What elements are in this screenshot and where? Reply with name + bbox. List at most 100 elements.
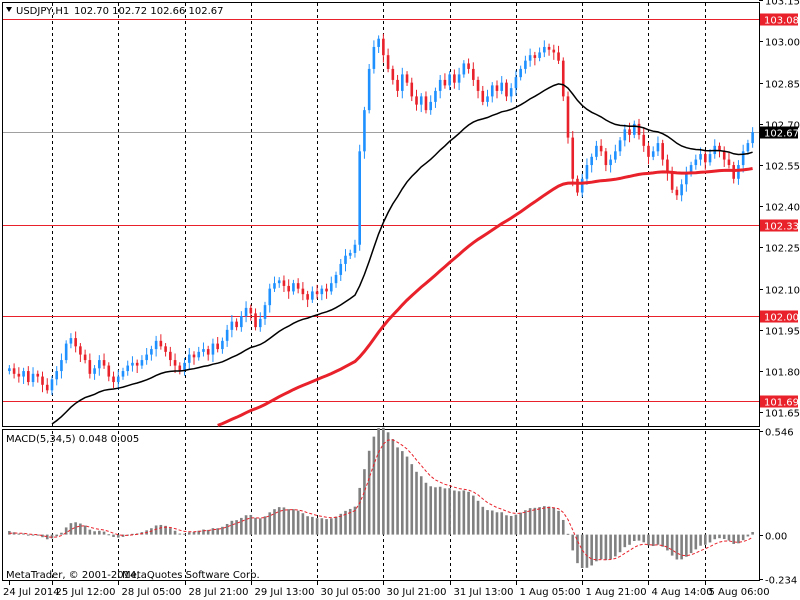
candle-body <box>372 46 376 69</box>
candle-body <box>656 143 660 152</box>
candle-body <box>618 140 622 152</box>
candle-body <box>344 255 347 264</box>
candle-body <box>358 151 361 245</box>
macd-bar <box>348 508 352 535</box>
macd-bar <box>685 534 688 557</box>
macd-bar <box>500 512 504 535</box>
y-tick-label: 101.80 <box>765 368 800 379</box>
candle-body <box>263 305 267 319</box>
candle-body <box>296 283 300 289</box>
macd-bar <box>609 534 612 560</box>
candle-body <box>173 360 177 366</box>
macd-bar <box>666 534 669 551</box>
candle-body <box>552 49 556 53</box>
macd-bar <box>211 528 215 535</box>
candle-body <box>543 46 546 53</box>
candle-body <box>88 360 92 374</box>
candle-body <box>45 384 49 391</box>
macd-bar <box>74 522 77 535</box>
candle-body <box>590 156 593 166</box>
candle-body <box>703 154 707 163</box>
macd-bar <box>495 512 499 535</box>
macd-bar <box>386 432 390 535</box>
candle-body <box>401 74 404 91</box>
candle-body <box>576 178 579 193</box>
macd-bar <box>661 534 664 547</box>
candle-body <box>490 85 494 97</box>
macd-bar <box>490 510 494 535</box>
macd-bar <box>159 524 163 535</box>
candle-body <box>55 371 59 380</box>
macd-bar <box>741 534 745 541</box>
candle-body <box>746 143 750 152</box>
macd-bar <box>694 534 698 550</box>
candle-body <box>187 354 191 363</box>
candle-body <box>311 291 314 300</box>
macd-bar <box>268 512 272 535</box>
current-price-label: 102.67 <box>764 129 799 140</box>
macd-bar <box>557 510 560 535</box>
candle-body <box>121 371 125 377</box>
dropdown-triangle-icon[interactable] <box>6 7 12 12</box>
macd-bar <box>566 533 570 535</box>
macd-bar <box>334 516 338 535</box>
macd-bar <box>543 506 546 535</box>
macd-bar <box>429 486 433 535</box>
x-tick-label: 4 Aug 14:00 <box>652 587 713 598</box>
candle-body <box>69 338 73 344</box>
candle-body <box>467 63 470 69</box>
candle-body <box>98 360 101 369</box>
macd-bar <box>367 450 371 535</box>
macd-bar <box>31 534 35 536</box>
macd-signal-line <box>9 439 753 561</box>
macd-bar <box>476 500 480 535</box>
y-tick-label: 102.85 <box>765 80 800 91</box>
candle-body <box>377 38 380 47</box>
macd-bar <box>315 518 319 535</box>
macd-bar <box>344 510 347 535</box>
macd-bar <box>533 507 537 535</box>
candle-body <box>741 151 745 166</box>
candle-body <box>17 373 21 377</box>
candle-body <box>524 60 527 69</box>
candle-body <box>694 159 698 166</box>
candle-body <box>670 173 674 190</box>
candle-body <box>244 307 248 317</box>
candle-body <box>476 79 480 91</box>
candle-body <box>216 343 219 350</box>
candle-body <box>277 280 281 284</box>
macd-bar <box>718 534 721 539</box>
candle-body <box>599 145 603 152</box>
macd-bar <box>88 529 92 535</box>
moving-average-fast <box>51 83 753 425</box>
macd-bar <box>396 447 399 535</box>
macd-bar <box>112 534 115 537</box>
candle-body <box>334 274 338 284</box>
price-level-label: 101.69 <box>764 398 799 409</box>
macd-bar <box>443 488 447 535</box>
candle-body <box>538 52 541 58</box>
macd-bar <box>642 534 646 543</box>
candle-body <box>325 288 328 292</box>
macd-bar <box>273 509 276 535</box>
macd-bar <box>244 515 248 535</box>
candle-body <box>145 354 148 361</box>
candle-body <box>547 46 551 50</box>
x-tick-label: 24 Jul 2014 <box>3 587 60 598</box>
macd-bar <box>202 529 205 535</box>
candle-body <box>150 349 153 355</box>
candle-body <box>561 60 565 97</box>
macd-bar <box>249 514 253 535</box>
candle-body <box>8 368 11 372</box>
candle-body <box>651 151 655 157</box>
candle-body <box>240 316 243 328</box>
macd-bar <box>448 488 451 535</box>
macd-bar <box>178 533 182 535</box>
candle-body <box>183 362 186 372</box>
candle-body <box>178 365 182 372</box>
candle-body <box>685 173 688 185</box>
macd-bar <box>623 534 627 548</box>
macd-bar <box>287 509 290 535</box>
x-tick-label: 1 Aug 05:00 <box>520 587 581 598</box>
